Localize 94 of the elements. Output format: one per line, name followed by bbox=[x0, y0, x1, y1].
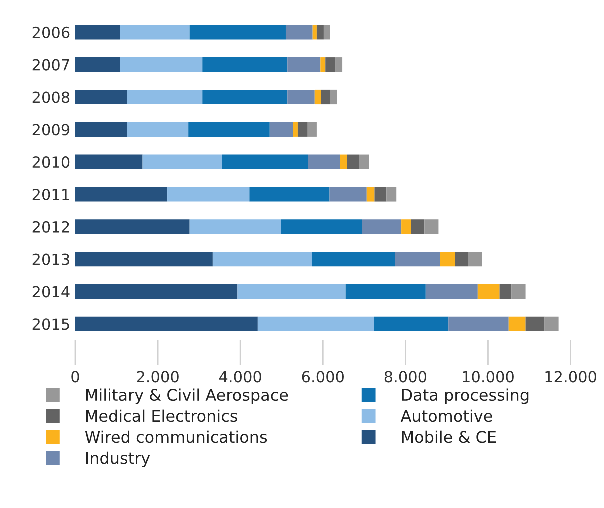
bar bbox=[76, 284, 238, 300]
bar bbox=[76, 187, 168, 202]
legend-label: Military & Civil Aerospace bbox=[86, 388, 288, 404]
bar bbox=[188, 122, 270, 137]
bar bbox=[202, 58, 288, 72]
y-tick-label: 2007 bbox=[32, 59, 70, 71]
bar bbox=[508, 316, 526, 332]
bar bbox=[286, 25, 313, 40]
bar bbox=[347, 154, 360, 170]
bar bbox=[330, 187, 367, 202]
bar bbox=[308, 154, 340, 170]
bar bbox=[120, 25, 190, 40]
legend-label: Automotive bbox=[400, 410, 492, 422]
x-tick-label: 6.000 bbox=[302, 371, 344, 383]
bar bbox=[455, 252, 468, 267]
bar bbox=[512, 284, 526, 300]
bar bbox=[76, 154, 143, 170]
bar bbox=[326, 58, 336, 72]
x-tick-label: 4.000 bbox=[219, 371, 262, 383]
bar bbox=[478, 284, 500, 300]
legend-label: Medical Electronics bbox=[86, 410, 238, 422]
bar bbox=[76, 25, 120, 40]
bar bbox=[544, 316, 559, 332]
y-tick-label: 2015 bbox=[32, 318, 70, 330]
x-tick-label: 8.000 bbox=[384, 371, 427, 383]
bar bbox=[76, 58, 120, 72]
bar bbox=[374, 187, 387, 202]
bar bbox=[424, 220, 439, 234]
bar bbox=[120, 58, 203, 72]
y-tick-label: 2008 bbox=[32, 92, 70, 104]
bar bbox=[395, 252, 440, 267]
bar bbox=[330, 90, 338, 105]
bar bbox=[288, 90, 315, 105]
x-tick-label: 2.000 bbox=[137, 371, 179, 383]
bar bbox=[448, 316, 509, 332]
bar bbox=[288, 58, 321, 72]
bar bbox=[402, 220, 412, 234]
bar bbox=[128, 90, 203, 105]
x-tick-label: 12.000 bbox=[546, 371, 596, 383]
bar bbox=[312, 25, 317, 40]
bar bbox=[281, 220, 362, 234]
bar bbox=[346, 284, 426, 300]
y-tick-label: 2010 bbox=[32, 156, 70, 168]
bar bbox=[76, 90, 128, 105]
x-tick-label: 0 bbox=[72, 371, 80, 383]
bar bbox=[76, 316, 258, 332]
bar bbox=[526, 316, 545, 332]
bar bbox=[168, 187, 250, 202]
bar bbox=[426, 284, 478, 300]
x-tick-label: 10.000 bbox=[463, 371, 514, 383]
bar bbox=[250, 187, 330, 202]
bar bbox=[293, 122, 298, 137]
y-tick-label: 2009 bbox=[32, 124, 70, 136]
bar bbox=[190, 25, 286, 40]
bar bbox=[321, 90, 330, 105]
bar bbox=[440, 252, 456, 267]
bar bbox=[308, 122, 317, 137]
bar bbox=[142, 154, 222, 170]
y-tick-label: 2011 bbox=[32, 188, 70, 201]
bar bbox=[258, 316, 374, 332]
y-tick-label: 2006 bbox=[32, 26, 70, 38]
bar bbox=[270, 122, 294, 137]
legend-label: Data processing bbox=[402, 388, 529, 404]
legend-label: Mobile & CE bbox=[402, 430, 496, 444]
bar bbox=[298, 122, 308, 137]
bar bbox=[362, 220, 402, 234]
bar bbox=[190, 220, 282, 234]
bar bbox=[366, 187, 375, 202]
bar bbox=[76, 122, 128, 137]
bar bbox=[128, 122, 189, 137]
bar bbox=[411, 220, 425, 234]
legend-label: Wired communications bbox=[85, 430, 268, 444]
y-tick-label: 2013 bbox=[32, 254, 70, 266]
bar bbox=[324, 25, 330, 40]
bar bbox=[336, 58, 343, 72]
bar bbox=[374, 316, 449, 332]
y-tick-label: 2012 bbox=[32, 221, 70, 233]
bar bbox=[238, 284, 346, 300]
bar bbox=[76, 220, 190, 234]
legend-label: Industry bbox=[86, 452, 150, 468]
bar bbox=[468, 252, 482, 267]
bar bbox=[76, 252, 213, 267]
bar bbox=[222, 154, 308, 170]
bar bbox=[359, 154, 370, 170]
y-tick-label: 2014 bbox=[32, 286, 70, 298]
bar bbox=[316, 25, 324, 40]
bar bbox=[314, 90, 322, 105]
bar bbox=[386, 187, 397, 202]
bar bbox=[312, 252, 396, 267]
bar bbox=[202, 90, 288, 105]
bar bbox=[320, 58, 326, 72]
bar bbox=[500, 284, 512, 300]
bar bbox=[212, 252, 312, 267]
bar bbox=[340, 154, 348, 170]
